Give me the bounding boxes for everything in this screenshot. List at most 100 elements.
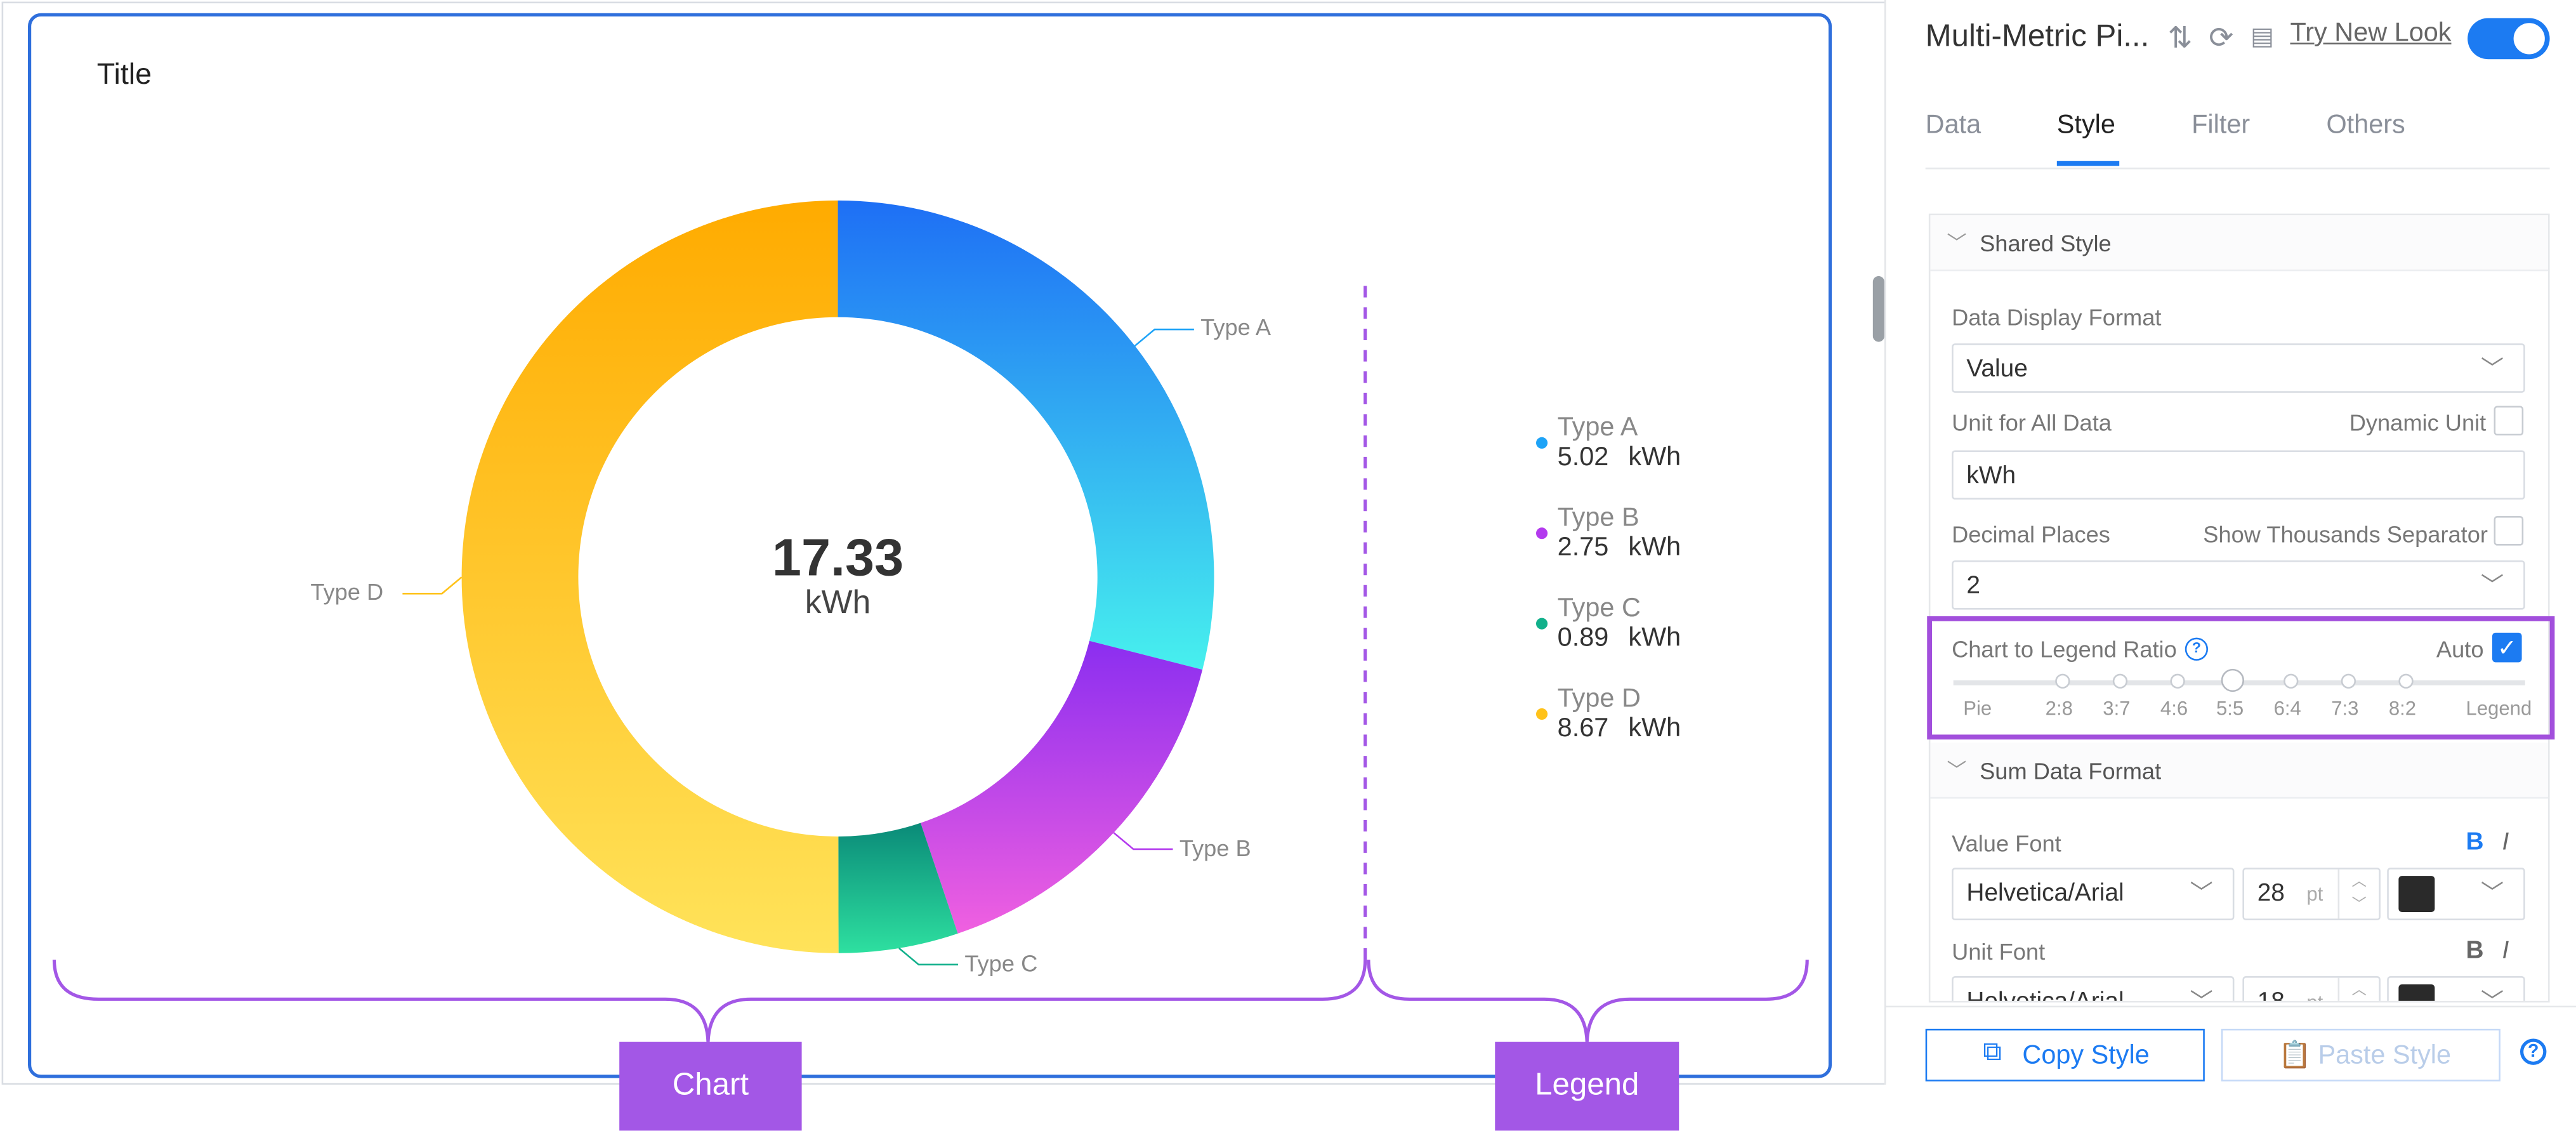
chart-brace bbox=[52, 960, 1367, 1042]
paste-style-button[interactable]: 📋 Paste Style bbox=[2221, 1028, 2500, 1081]
select-value: 2 bbox=[1966, 572, 1980, 600]
ratio-slider-handle[interactable] bbox=[2221, 668, 2244, 692]
pie-slice-type-c[interactable] bbox=[838, 823, 958, 953]
legend-value: 2.75 bbox=[1557, 534, 1609, 562]
auto-checkbox[interactable]: ✓ bbox=[2492, 632, 2522, 663]
section-label: Sum Data Format bbox=[1980, 757, 2162, 784]
pie-slice-type-a[interactable] bbox=[838, 200, 1214, 670]
donut-chart: 17.33 kWh bbox=[52, 200, 1809, 1042]
chevron-down-icon: ﹀ bbox=[2480, 572, 2504, 599]
chevron-down-icon: ﹀ bbox=[1947, 759, 1967, 783]
unit-font-label: Unit Font bbox=[1952, 938, 2046, 965]
legend-item[interactable]: Type D 8.67 kWh bbox=[1558, 685, 1681, 744]
data-display-format-label: Data Display Format bbox=[1952, 304, 2162, 331]
scrollbar-thumb[interactable] bbox=[1872, 276, 1884, 342]
ratio-slider-stop[interactable] bbox=[2282, 673, 2298, 689]
style-sidebar: Multi-Metric Pi... ⇅ ⟳ ▤ Try New Look Da… bbox=[1884, 0, 2576, 1087]
value-color-picker[interactable]: ﹀ bbox=[2387, 868, 2525, 921]
new-look-toggle[interactable] bbox=[2468, 18, 2550, 60]
ratio-tick-label: 8:2 bbox=[2388, 696, 2417, 720]
copy-style-button[interactable]: ⧉ Copy Style bbox=[1925, 1028, 2205, 1081]
slice-label: Type B bbox=[1179, 834, 1251, 861]
thousands-separator-checkbox[interactable] bbox=[2494, 516, 2524, 546]
input-value: kWh bbox=[1966, 461, 2016, 490]
ratio-slider-stop[interactable] bbox=[2169, 673, 2185, 689]
ratio-highlight-box bbox=[1927, 616, 2555, 740]
dynamic-unit-checkbox[interactable] bbox=[2494, 406, 2524, 436]
legend-unit: kWh bbox=[1628, 715, 1681, 743]
legend-brace bbox=[1367, 960, 1809, 1042]
slice-label: Type A bbox=[1200, 314, 1272, 341]
leader-line bbox=[898, 947, 959, 966]
value-bold-button[interactable]: B bbox=[2466, 828, 2484, 857]
value-font-label: Value Font bbox=[1952, 830, 2061, 857]
ratio-tick-label: 3:7 bbox=[2103, 696, 2131, 720]
chevron-down-icon: ﹀ bbox=[2480, 879, 2504, 906]
value-italic-button[interactable]: I bbox=[2502, 828, 2509, 857]
chevron-down-icon: ﹀ bbox=[2480, 988, 2504, 1001]
color-swatch bbox=[2398, 984, 2435, 1001]
tab-bar: Data Style Filter Others bbox=[1925, 82, 2550, 169]
refresh-icon[interactable]: ⟳ bbox=[2209, 21, 2234, 55]
unit-size-stepper[interactable]: 18 pt ︿﹀ bbox=[2242, 976, 2381, 1001]
ratio-tick-label: 7:3 bbox=[2331, 696, 2359, 720]
shared-style-header[interactable]: ﹀ Shared Style bbox=[1930, 215, 2549, 272]
slice-label: Type C bbox=[964, 949, 1038, 976]
unit-bold-button[interactable]: B bbox=[2466, 936, 2484, 965]
tab-others[interactable]: Others bbox=[2326, 112, 2405, 140]
value-font-select[interactable]: Helvetica/Arial ﹀ bbox=[1952, 868, 2235, 921]
chevron-down-icon: ﹀ bbox=[1947, 232, 1967, 255]
legend-item[interactable]: Type C 0.89 kWh bbox=[1558, 595, 1681, 654]
legend-value: 5.02 bbox=[1557, 444, 1609, 472]
legend-value: 0.89 bbox=[1557, 624, 1609, 652]
unit-input[interactable]: kWh bbox=[1952, 450, 2525, 500]
ratio-slider-stop[interactable] bbox=[2112, 673, 2127, 689]
ratio-tick-label: 4:6 bbox=[2160, 696, 2188, 720]
help-icon[interactable]: ? bbox=[2520, 1038, 2547, 1065]
try-new-look-link[interactable]: Try New Look bbox=[2290, 20, 2452, 48]
ratio-slider-stop[interactable] bbox=[2054, 673, 2070, 689]
ratio-slider-stop[interactable] bbox=[2340, 673, 2355, 689]
unit-color-picker[interactable]: ﹀ bbox=[2387, 976, 2525, 1001]
unit-all-label: Unit for All Data bbox=[1952, 409, 2112, 436]
tab-data[interactable]: Data bbox=[1925, 112, 1981, 140]
legend-unit: kWh bbox=[1628, 624, 1681, 652]
pie-slice-type-b[interactable] bbox=[920, 640, 1203, 934]
ratio-slider-stop[interactable] bbox=[2398, 673, 2413, 689]
select-value: Value bbox=[1966, 355, 2028, 383]
chevron-down-icon: ﹀ bbox=[2480, 355, 2504, 381]
stepper-arrows[interactable]: ︿﹀ bbox=[2337, 977, 2379, 1001]
ratio-help-icon[interactable]: ? bbox=[2185, 637, 2209, 661]
pie-slice-type-d[interactable] bbox=[461, 200, 839, 953]
section-label: Shared Style bbox=[1980, 230, 2112, 256]
select-value: Helvetica/Arial bbox=[1966, 988, 2124, 1001]
legend-dot bbox=[1535, 618, 1548, 630]
tab-filter[interactable]: Filter bbox=[2192, 112, 2251, 140]
legend-name: Type A bbox=[1557, 414, 1638, 442]
legend-item[interactable]: Type B 2.75 kWh bbox=[1558, 505, 1681, 564]
sidebar-footer: ⧉ Copy Style 📋 Paste Style ? bbox=[1886, 1005, 2576, 1087]
unit-italic-button[interactable]: I bbox=[2502, 936, 2509, 965]
clipboard-icon: 📋 bbox=[2278, 1042, 2311, 1070]
legend-unit: kWh bbox=[1628, 534, 1681, 562]
legend-dot bbox=[1535, 527, 1548, 539]
unit-font-select[interactable]: Helvetica/Arial ﹀ bbox=[1952, 976, 2235, 1001]
stepper-arrows[interactable]: ︿﹀ bbox=[2337, 869, 2379, 919]
chart-title[interactable]: Title bbox=[96, 57, 152, 91]
decimal-places-select[interactable]: 2 ﹀ bbox=[1952, 560, 2525, 610]
thousands-separator-label: Show Thousands Separator bbox=[2203, 520, 2488, 548]
ratio-tick-label: Legend bbox=[2466, 696, 2532, 720]
value-size-stepper[interactable]: 28 pt ︿ ﹀ bbox=[2242, 868, 2381, 921]
legend-item[interactable]: Type A 5.02 kWh bbox=[1558, 414, 1681, 473]
inspect-icon[interactable]: ▤ bbox=[2251, 23, 2274, 51]
select-value: Helvetica/Arial bbox=[1966, 879, 2124, 908]
style-panel: ﹀ Shared Style Data Display Format Value… bbox=[1928, 213, 2550, 1003]
data-display-format-select[interactable]: Value ﹀ bbox=[1952, 343, 2525, 393]
legend-name: Type C bbox=[1557, 595, 1641, 623]
tab-style[interactable]: Style bbox=[2056, 112, 2115, 140]
chart-annotation-label: Chart bbox=[619, 1042, 802, 1131]
total-value: 17.33 bbox=[772, 527, 904, 586]
sum-format-header[interactable]: ﹀ Sum Data Format bbox=[1930, 743, 2549, 799]
sort-icon[interactable]: ⇅ bbox=[2167, 21, 2193, 55]
